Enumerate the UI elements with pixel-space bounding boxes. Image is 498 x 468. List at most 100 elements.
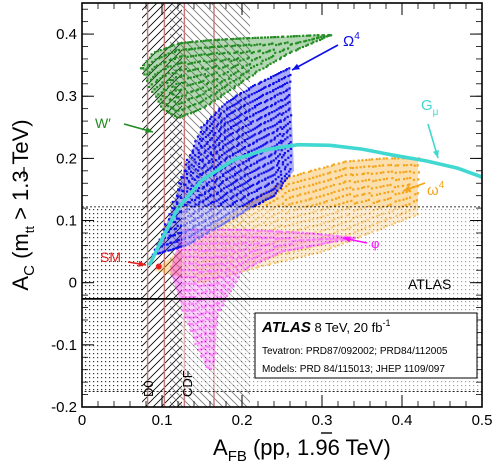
series-point-Omega4 [266, 91, 269, 95]
series-point-Omega4 [187, 201, 190, 204]
series-point-W [274, 36, 277, 39]
series-point-omega4 [291, 195, 294, 198]
series-point-W [183, 54, 186, 57]
series-point-Omega4 [264, 198, 267, 201]
series-point-omega4 [342, 201, 345, 205]
series-point-Omega4 [278, 141, 281, 144]
series-point-W [221, 80, 224, 83]
series-point-Omega4 [217, 198, 220, 201]
series-point-Omega4 [259, 152, 262, 155]
series-point-Omega4 [239, 169, 242, 172]
series-point-W [199, 94, 202, 97]
series-point-Omega4 [265, 184, 268, 187]
series-point-omega4 [375, 158, 378, 161]
series-point-omega4 [385, 177, 388, 180]
series-point-W [222, 66, 225, 69]
series-point-omega4 [344, 173, 347, 176]
series-point-Omega4 [284, 69, 287, 72]
series-point-W [239, 52, 242, 55]
series-point-Omega4 [243, 140, 246, 143]
series-point-Omega4 [264, 156, 267, 159]
series-point-Omega4 [270, 139, 273, 142]
series-point-Omega4 [278, 133, 282, 136]
series-point-Omega4 [253, 99, 256, 102]
x-label-pbar: p [273, 435, 285, 460]
series-point-W [167, 52, 170, 55]
series-point-omega4 [327, 172, 330, 175]
series-point-Omega4 [231, 104, 234, 108]
series-point-Omega4 [217, 143, 220, 146]
series-point-Omega4 [234, 123, 237, 126]
series-point-Omega4 [213, 113, 216, 116]
series-point-Omega4 [240, 120, 243, 123]
series-point-omega4 [381, 164, 385, 167]
series-point-Omega4 [201, 158, 204, 161]
series-point-W [169, 65, 172, 68]
series-point-W [256, 43, 259, 46]
series-point-Omega4 [285, 110, 288, 113]
series-point-Omega4 [219, 183, 222, 186]
series-point-Omega4 [287, 149, 290, 153]
arrow-omega4-upper-head [292, 63, 300, 70]
series-point-W [247, 69, 250, 72]
series-point-omega4 [348, 180, 351, 183]
series-point-W [317, 34, 320, 37]
series-point-W [164, 53, 167, 57]
series-point-Omega4 [251, 100, 254, 103]
series-point-Omega4 [169, 227, 172, 230]
series-point-W [239, 37, 242, 40]
series-point-omega4 [368, 205, 371, 208]
series-point-Omega4 [231, 97, 234, 101]
series-point-Omega4 [231, 175, 234, 178]
series-point-Omega4 [283, 168, 287, 171]
series-point-Omega4 [259, 110, 262, 113]
series-point-Omega4 [277, 175, 280, 179]
series-point-Omega4 [177, 232, 180, 235]
series-point-W [246, 37, 249, 40]
series-point-W [286, 35, 289, 38]
series-point-omega4 [409, 176, 412, 180]
series-point-Omega4 [244, 139, 247, 142]
series-point-Omega4 [283, 98, 287, 101]
series-point-Omega4 [189, 170, 193, 173]
series-point-Omega4 [240, 113, 243, 116]
series-point-omega4 [375, 193, 379, 196]
series-point-Omega4 [219, 197, 222, 200]
series-point-W [156, 50, 159, 53]
series-point-omega4 [397, 185, 400, 188]
series-point-W [255, 57, 258, 60]
series-point-W [258, 49, 261, 52]
x-tick-label: 0.1 [152, 412, 173, 429]
y-tick-label: -0.1 [51, 337, 77, 354]
series-point-omega4 [405, 170, 408, 173]
series-point-W [208, 60, 211, 63]
series-point-Omega4 [233, 201, 236, 204]
series-point-Omega4 [238, 121, 241, 124]
series-point-omega4 [315, 189, 318, 192]
series-point-W [215, 58, 218, 61]
series-point-Omega4 [241, 127, 244, 130]
series-point-W [242, 58, 245, 61]
series-point-W [154, 58, 157, 61]
series-point-Omega4 [273, 136, 277, 139]
series-point-Omega4 [241, 197, 244, 200]
series-point-Omega4 [175, 217, 179, 220]
series-point-W [174, 86, 177, 89]
series-point-Omega4 [200, 126, 203, 129]
series-point-Omega4 [223, 152, 226, 155]
series-point-Omega4 [189, 154, 192, 157]
series-point-Omega4 [283, 152, 286, 155]
series-point-Omega4 [279, 180, 283, 183]
series-point-Omega4 [210, 186, 213, 189]
series-point-Omega4 [270, 75, 273, 79]
series-point-Omega4 [190, 184, 193, 187]
series-point-omega4 [326, 165, 329, 168]
series-point-Omega4 [253, 148, 256, 151]
series-point-W [184, 41, 187, 44]
series-point-omega4 [383, 198, 386, 201]
series-point-Omega4 [255, 188, 258, 191]
series-point-Omega4 [238, 135, 241, 138]
series-point-Omega4 [260, 158, 263, 161]
series-point-Omega4 [245, 181, 248, 184]
